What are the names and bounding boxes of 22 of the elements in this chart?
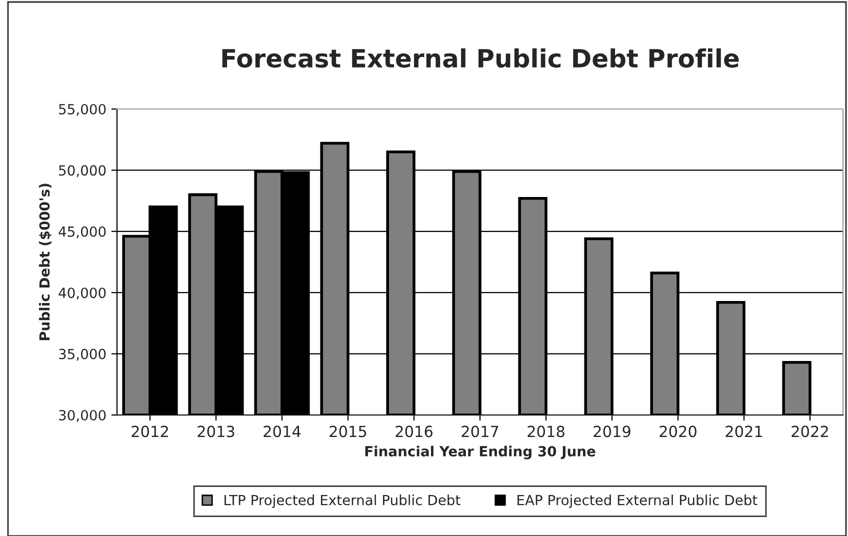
y-axis-title: Public Debt ($000's) [38, 184, 52, 340]
x-tick-label: 2021 [726, 426, 762, 438]
y-tick-label: 45,000 [58, 226, 106, 238]
x-tick-label: 2017 [462, 426, 498, 438]
x-tick-label: 2018 [528, 426, 564, 438]
chart-title: Forecast External Public Debt Profile [222, 48, 739, 68]
y-tick-label: 55,000 [59, 104, 106, 116]
x-tick-label: 2013 [198, 426, 234, 438]
y-tick-label: 40,000 [58, 288, 106, 300]
x-tick-label: 2015 [330, 426, 366, 438]
x-tick-label: 2020 [660, 426, 696, 438]
x-tick-label: 2014 [264, 426, 301, 438]
y-tick-label: 35,000 [59, 348, 106, 361]
x-tick-label: 2012 [132, 426, 168, 438]
y-tick-label: 50,000 [59, 165, 106, 178]
x-tick-label: 2022 [792, 426, 828, 438]
x-tick-label: 2016 [396, 426, 432, 438]
x-tick-label: 2019 [594, 426, 630, 438]
legend-label: EAP Projected External Public Debt [518, 494, 758, 508]
x-axis-title: Financial Year Ending 30 June [365, 446, 596, 460]
legend-label: LTP Projected External Public Debt [224, 494, 460, 508]
y-tick-label: 30,000 [59, 410, 106, 422]
